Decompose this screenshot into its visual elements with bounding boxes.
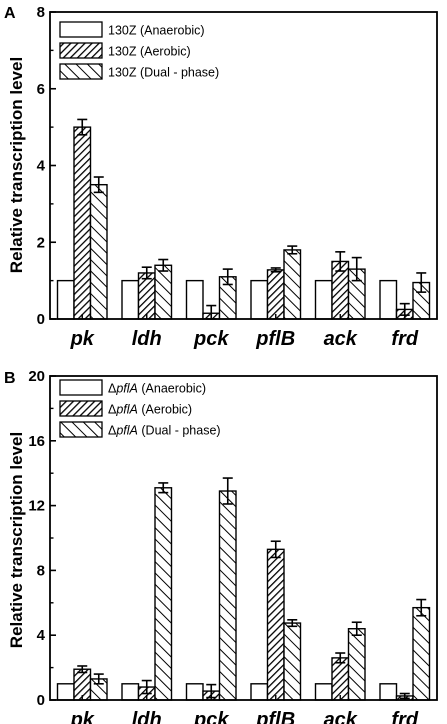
legend-label-part: (Aerobic) xyxy=(137,45,191,59)
y-tick-label: 20 xyxy=(28,368,45,385)
legend-label-part: Δ xyxy=(108,424,116,438)
legend-swatch xyxy=(59,63,103,80)
legend-label-part: Δ xyxy=(108,382,116,396)
y-axis-title: Relative transcription level xyxy=(7,432,26,648)
bar xyxy=(121,279,140,320)
panel-a: A Relative transcription level 0 2 4 6 8 pk ldh p… xyxy=(4,4,438,350)
legend-label: 130Z (Dual - phase) xyxy=(108,66,219,80)
x-tick-label: pflB xyxy=(255,709,295,724)
legend-label-part: pflA xyxy=(115,382,138,396)
bar xyxy=(314,683,333,701)
bar xyxy=(266,548,285,701)
y-tick-label: 0 xyxy=(37,311,45,328)
bar xyxy=(347,628,366,701)
y-tick-label: 8 xyxy=(37,562,45,579)
y-tick-label: 6 xyxy=(37,81,45,98)
bar xyxy=(185,683,204,701)
legend-swatch xyxy=(59,379,103,396)
bar xyxy=(121,683,140,701)
bar xyxy=(56,279,75,320)
y-axis-title: Relative transcription level xyxy=(7,57,26,273)
legend-label-part: 130Z xyxy=(108,66,137,80)
bar xyxy=(137,272,156,320)
y-tick-label: 8 xyxy=(37,4,45,21)
bar xyxy=(56,683,75,701)
bar xyxy=(331,657,350,701)
x-tick-label: ldh xyxy=(132,328,162,350)
y-tick-label: 12 xyxy=(28,498,45,515)
x-tick-label: pflB xyxy=(255,328,295,350)
x-tick-label: pck xyxy=(193,709,229,724)
bar xyxy=(89,183,108,320)
y-tick-label: 0 xyxy=(37,692,45,709)
legend-label-part: pflA xyxy=(115,424,138,438)
bar xyxy=(266,269,285,320)
bar xyxy=(250,279,269,320)
x-tick-label: ldh xyxy=(132,709,162,724)
panel-b: B Relative transcription level 0 4 8 12 16 20 pk… xyxy=(4,368,438,724)
bar xyxy=(283,249,302,320)
bar xyxy=(250,683,269,701)
legend-label-part: (Aerobic) xyxy=(138,403,192,417)
legend-label: ΔpflA (Aerobic) xyxy=(108,403,192,417)
bar xyxy=(314,279,333,320)
x-tick-label: ack xyxy=(324,709,358,724)
legend-label-part: 130Z xyxy=(108,24,137,38)
panel-letter: A xyxy=(4,5,16,22)
x-tick-label: ack xyxy=(324,328,358,350)
x-tick-label: frd xyxy=(391,328,418,350)
y-tick-label: 4 xyxy=(37,627,46,644)
y-tick-label: 2 xyxy=(37,234,45,251)
bar xyxy=(154,264,173,320)
panel-letter: B xyxy=(4,370,16,387)
legend-label-part: 130Z xyxy=(108,45,137,59)
legend-label: ΔpflA (Anaerobic) xyxy=(108,382,206,396)
y-tick-label: 16 xyxy=(28,433,45,450)
legend-swatch xyxy=(59,42,103,59)
series-0 xyxy=(56,683,398,701)
bar xyxy=(185,279,204,320)
series-2 xyxy=(89,477,431,701)
legend-label: ΔpflA (Dual - phase) xyxy=(108,424,221,438)
legend-label-part: (Anaerobic) xyxy=(138,382,206,396)
legend-label-part: (Anaerobic) xyxy=(137,24,205,38)
legend-swatch xyxy=(59,400,103,417)
legend-swatch xyxy=(59,421,103,438)
legend-label-part: (Dual - phase) xyxy=(138,424,221,438)
bar xyxy=(412,606,431,701)
x-tick-label: pk xyxy=(70,709,95,724)
x-tick-label: pck xyxy=(193,328,229,350)
legend-label: 130Z (Aerobic) xyxy=(108,45,191,59)
bar xyxy=(283,622,302,701)
bar xyxy=(218,490,237,701)
bar xyxy=(379,279,398,320)
legend-label-part: (Dual - phase) xyxy=(137,66,220,80)
legend: 130Z (Anaerobic)130Z (Aerobic)130Z (Dual… xyxy=(59,21,219,80)
legend-swatch xyxy=(59,21,103,38)
legend-label-part: Δ xyxy=(108,403,116,417)
bar xyxy=(379,683,398,701)
x-tick-label: frd xyxy=(391,709,418,724)
legend-label: 130Z (Anaerobic) xyxy=(108,24,205,38)
bar xyxy=(73,126,92,320)
legend: ΔpflA (Anaerobic)ΔpflA (Aerobic)ΔpflA (D… xyxy=(59,379,221,438)
legend-label-part: pflA xyxy=(115,403,138,417)
y-tick-label: 4 xyxy=(37,158,46,175)
bar xyxy=(154,487,173,701)
x-tick-label: pk xyxy=(70,328,95,350)
